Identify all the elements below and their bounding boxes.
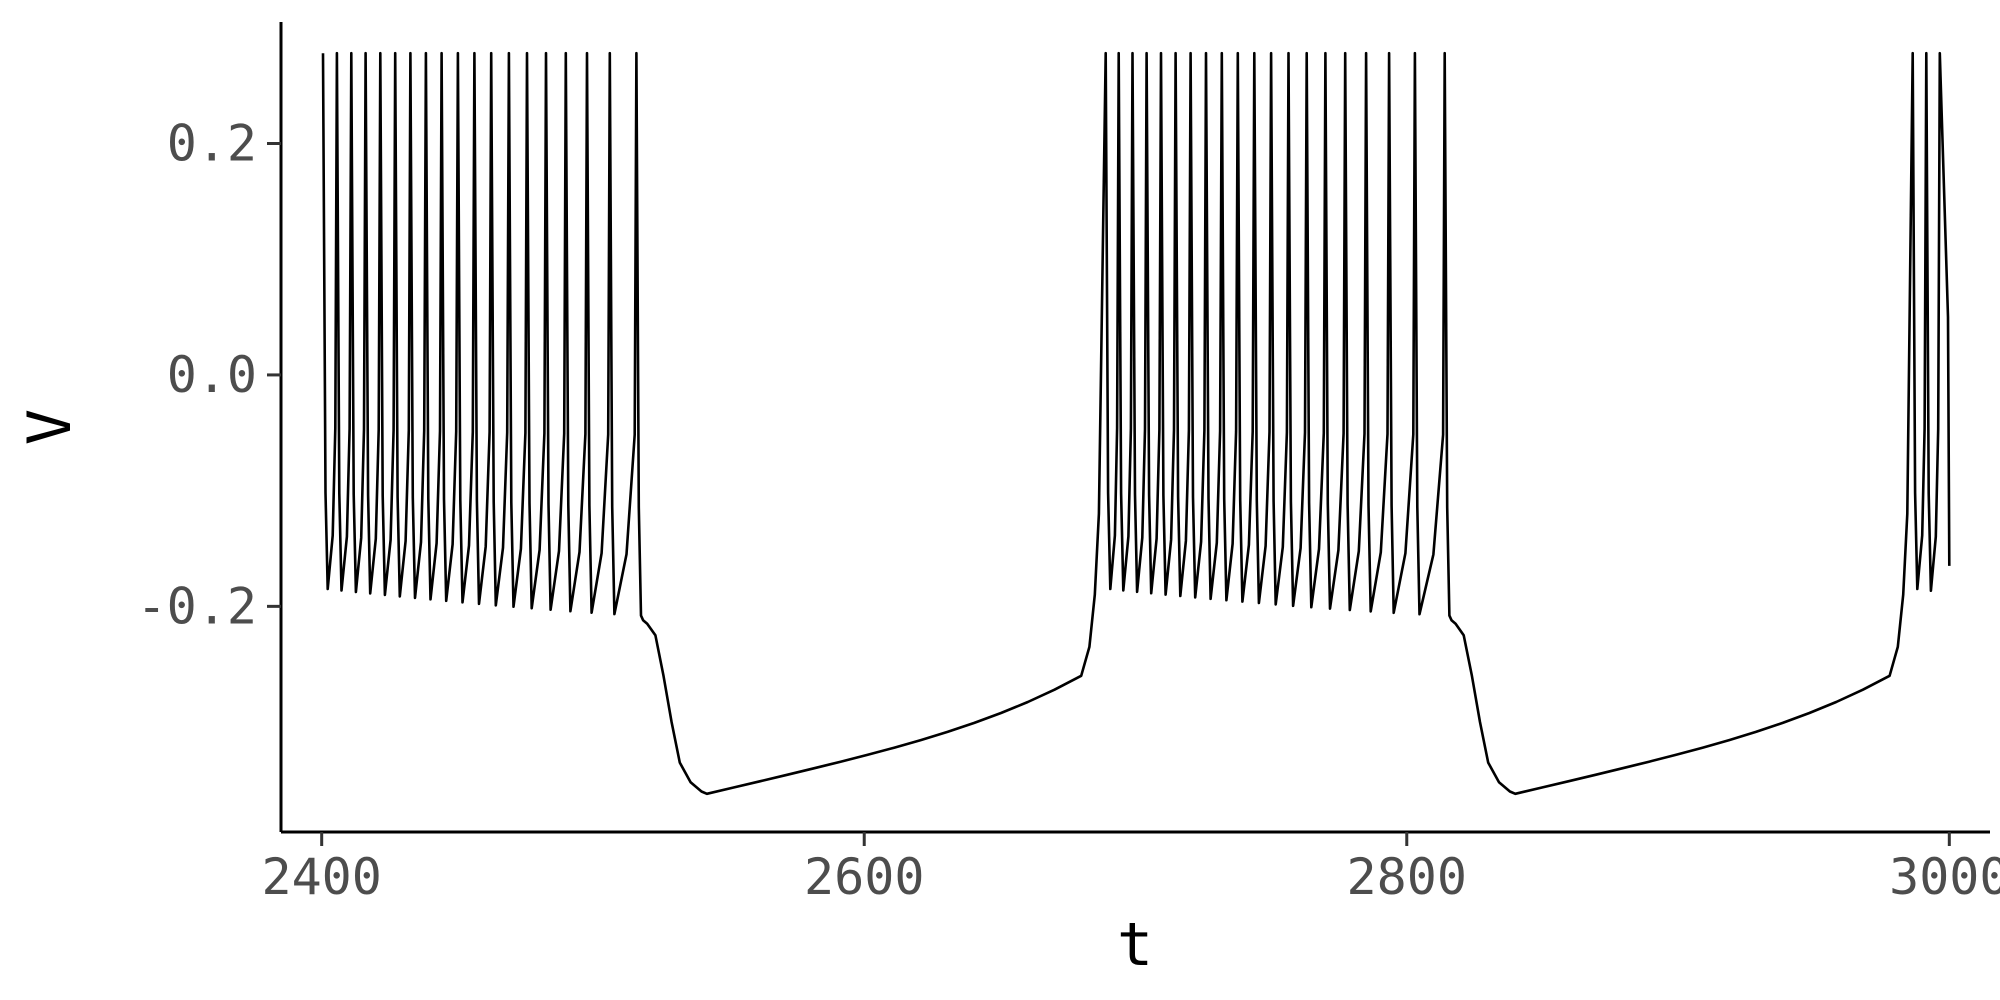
voltage-trace-line <box>321 51 1951 796</box>
x-axis-title: t <box>1117 910 1153 980</box>
y-axis-title: V <box>15 409 85 445</box>
y-tick-label: -0.2 <box>137 577 257 635</box>
x-tick-label: 2400 <box>261 848 381 906</box>
y-axis-ticks: -0.2 0.0 0.2 <box>137 115 281 635</box>
x-tick-label: 2600 <box>804 848 924 906</box>
plot-area <box>321 51 1951 796</box>
y-tick-label: 0.2 <box>167 115 257 173</box>
x-tick-label: 3000 <box>1889 848 2000 906</box>
y-tick-label: 0.0 <box>167 346 257 404</box>
x-axis-ticks: 2400 2600 2800 3000 <box>261 832 2000 906</box>
x-tick-label: 2800 <box>1347 848 1467 906</box>
